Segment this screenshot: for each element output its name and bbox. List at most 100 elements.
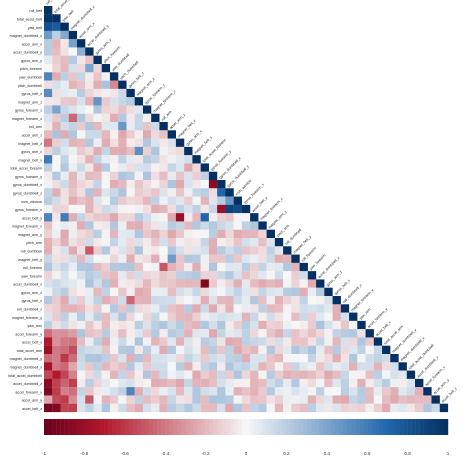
heatmap-cell [126,296,135,305]
heatmap-cell [200,163,209,172]
heatmap-cell [126,271,135,280]
heatmap-cell [233,395,242,404]
heatmap-cell [52,47,61,56]
heatmap-cell [60,296,69,305]
row-label: magnet_belt_z [18,142,42,146]
heatmap-cell [241,246,251,255]
heatmap-cell [208,329,218,338]
colorbar-segment [209,419,214,435]
heatmap-cell [307,312,317,321]
heatmap-cell [258,329,267,338]
heatmap-cell [349,387,358,396]
heatmap-cell [101,105,111,114]
heatmap-cell [299,387,308,396]
heatmap-cell [44,271,53,280]
heatmap-cell [101,279,111,288]
heatmap-cell [109,345,119,355]
heatmap-cell [159,254,168,263]
heatmap-cell [109,320,119,330]
heatmap-cell [44,138,53,147]
heatmap-cell [233,254,242,263]
heatmap-cell [85,130,94,139]
heatmap-cell [109,337,119,346]
heatmap-cell [93,138,102,147]
heatmap-cell [68,221,78,230]
heatmap-cell [93,304,102,313]
heatmap-cell [167,296,177,305]
heatmap-cell [52,55,61,65]
heatmap-cell [101,213,111,222]
heatmap-cell [93,329,102,338]
heatmap-cell [175,138,185,147]
heatmap-cell [316,279,325,288]
heatmap-cell [134,105,144,114]
heatmap-cell [151,122,160,131]
heatmap-cell [299,262,308,272]
heatmap-cell [85,180,94,189]
colorbar-segment [355,419,360,435]
heatmap-cell [283,287,292,297]
heatmap-cell [258,370,267,379]
colorbar-segment [274,419,279,435]
colorbar-segment [96,419,101,435]
heatmap-cell [266,287,275,297]
heatmap-cell [200,221,209,230]
heatmap-cell [307,329,317,338]
row-label: roll_belt [29,9,42,13]
heatmap-cell [134,312,144,321]
colorbar-segment [391,419,396,435]
heatmap-cell [151,213,160,222]
heatmap-cell [184,246,193,255]
heatmap-cell [60,47,69,56]
heatmap-cell [93,80,102,89]
heatmap-cell [349,329,358,338]
heatmap-cell [68,287,78,297]
heatmap-cell [118,304,127,313]
heatmap-cell [85,122,94,131]
heatmap-cell [101,97,111,106]
heatmap-cell [225,395,234,404]
heatmap-cell [266,387,275,396]
heatmap-cell [217,370,226,379]
column-label: accel_arm_z [169,113,186,130]
heatmap-cell [68,213,78,222]
heatmap-cell [52,105,61,114]
colorbar-segment [221,419,226,435]
heatmap-cell [241,221,251,230]
colorbar-segment [411,419,416,435]
heatmap-cell [142,312,152,321]
heatmap-cell [225,287,234,297]
heatmap-cell [167,204,177,214]
heatmap-cell [68,55,78,65]
row-label: magnet_dumbbell_y [10,357,43,361]
heatmap-cell [233,329,242,338]
heatmap-cell [415,403,424,413]
heatmap-cell [52,14,61,23]
colorbar-tick-label: -0.2 [202,451,210,456]
heatmap-cell [258,229,267,239]
heatmap-cell [167,304,177,313]
heatmap-cell [217,296,226,305]
colorbar-segment [165,419,170,435]
heatmap-cell [250,229,259,239]
heatmap-cell [217,362,226,371]
heatmap-cell [192,354,201,363]
heatmap-cell [134,337,144,346]
heatmap-cell [406,395,416,404]
heatmap-cell [283,246,292,255]
heatmap-cell [217,304,226,313]
colorbar-segment [383,419,388,435]
column-label: pitch_arm [276,224,290,238]
heatmap-cell [283,337,292,346]
row-label: magnet_dumbbell_z [10,34,43,38]
heatmap-cell [76,204,86,214]
heatmap-cell [85,354,94,363]
heatmap-cell [175,362,185,371]
heatmap-cell [118,80,127,89]
colorbar-segment [310,419,315,435]
column-label: yaw_arm [358,307,371,320]
heatmap-cell [225,213,234,222]
colorbar-segment [88,419,93,435]
colorbar-segment [205,419,210,435]
heatmap-cell [241,329,251,338]
